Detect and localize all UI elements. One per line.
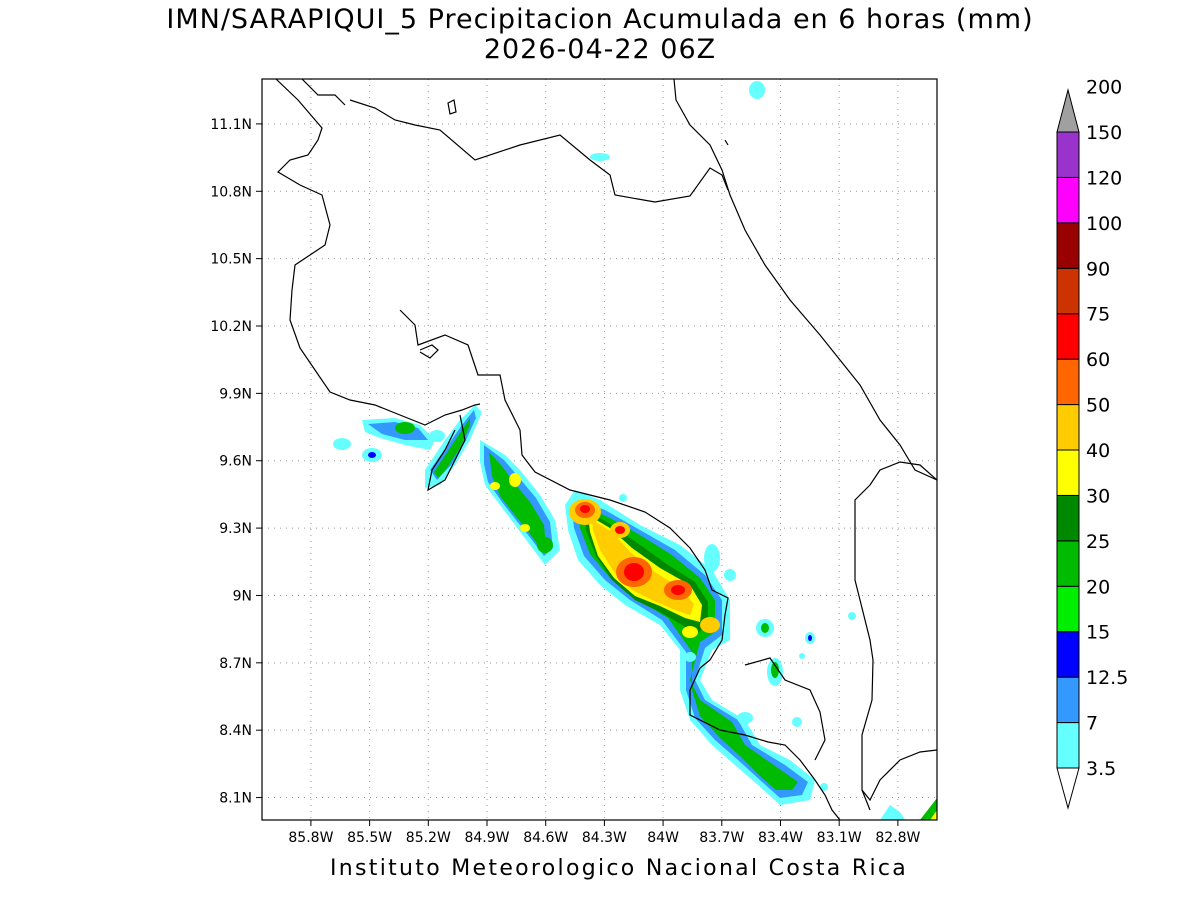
axis-ticks: 8.1N 8.4N 8.7N 9N 9.3N 9.6N 9.9N 10.2N 10.5N 10.8… [210,117,920,846]
colorbar-level-label: 75 [1086,304,1110,326]
colorbar-level-label: 200 [1086,77,1122,99]
map-frame [261,78,938,821]
colorbar-swatch [1056,267,1080,315]
colorbar-level-label: 15 [1086,622,1110,644]
colorbar-level-label: 90 [1086,258,1110,280]
lon-tick-label: 85.2W [406,830,451,846]
lon-tick-label: 82.8W [875,830,920,846]
lat-tick-label: 10.5N [210,252,252,268]
colorbar-swatch [1056,722,1080,769]
lon-tick-label: 84.9W [464,830,509,846]
colorbar-top-arrow [1056,88,1080,133]
lon-tick-label: 84.3W [582,830,627,846]
lon-tick-label: 84W [647,830,679,846]
lat-tick-label: 11.1N [210,117,252,133]
chart-subtitle: 2026-04-22 06Z [483,34,717,65]
colorbar-level-label: 7 [1086,713,1098,735]
lon-tick-label: 83.1W [817,830,862,846]
colorbar-swatch [1056,585,1080,633]
colorbar-level-label: 12.5 [1086,667,1128,689]
colorbar-level-label: 50 [1086,395,1110,417]
chart-title: IMN/SARAPIQUI_5 Precipitacion Acumulada … [166,4,1034,35]
colorbar: 3.5 7 12.5 15 20 25 30 40 50 60 75 90 100 120 150 200 [1056,77,1128,810]
colorbar-level-label: 100 [1086,213,1122,235]
colorbar-swatch [1056,358,1080,406]
colorbar-swatch [1056,404,1080,451]
precipitation-field [333,81,937,820]
lat-tick-label: 10.2N [210,319,252,335]
colorbar-level-label: 120 [1086,167,1122,189]
colorbar-level-label: 30 [1086,485,1110,507]
colorbar-level-label: 60 [1086,349,1110,371]
colorbar-swatch [1056,131,1080,178]
colorbar-level-label: 20 [1086,576,1110,598]
map-gridlines [262,79,937,820]
lat-tick-label: 8.4N [219,723,252,739]
colorbar-level-label: 25 [1086,531,1110,553]
colorbar-level-label: 40 [1086,440,1110,462]
lat-tick-label: 9.3N [219,521,252,537]
colorbar-swatch [1056,222,1080,269]
colorbar-level-label: 150 [1086,122,1122,144]
lat-tick-label: 8.7N [219,656,252,672]
lat-tick-label: 8.1N [219,791,252,807]
colorbar-swatch [1056,449,1080,496]
colorbar-level-label: 3.5 [1086,758,1116,780]
colorbar-swatch [1056,631,1080,678]
lon-tick-label: 85.5W [347,830,392,846]
lat-tick-label: 9.6N [219,454,252,470]
colorbar-swatch [1056,313,1080,360]
colorbar-bottom-arrow [1056,767,1080,810]
coastline-borders [275,79,937,820]
lat-tick-label: 10.8N [210,184,252,200]
lon-tick-label: 83.7W [699,830,744,846]
lon-tick-label: 84.6W [523,830,568,846]
lon-tick-label: 85.8W [288,830,333,846]
colorbar-swatch [1056,676,1080,724]
colorbar-swatch [1056,540,1080,587]
lon-tick-label: 83.4W [758,830,803,846]
footer-credit: Instituto Meteorologico Nacional Costa R… [330,856,909,881]
colorbar-swatch [1056,494,1080,542]
lat-tick-label: 9.9N [219,386,252,402]
lat-tick-label: 9N [233,588,252,604]
colorbar-swatch [1056,176,1080,224]
